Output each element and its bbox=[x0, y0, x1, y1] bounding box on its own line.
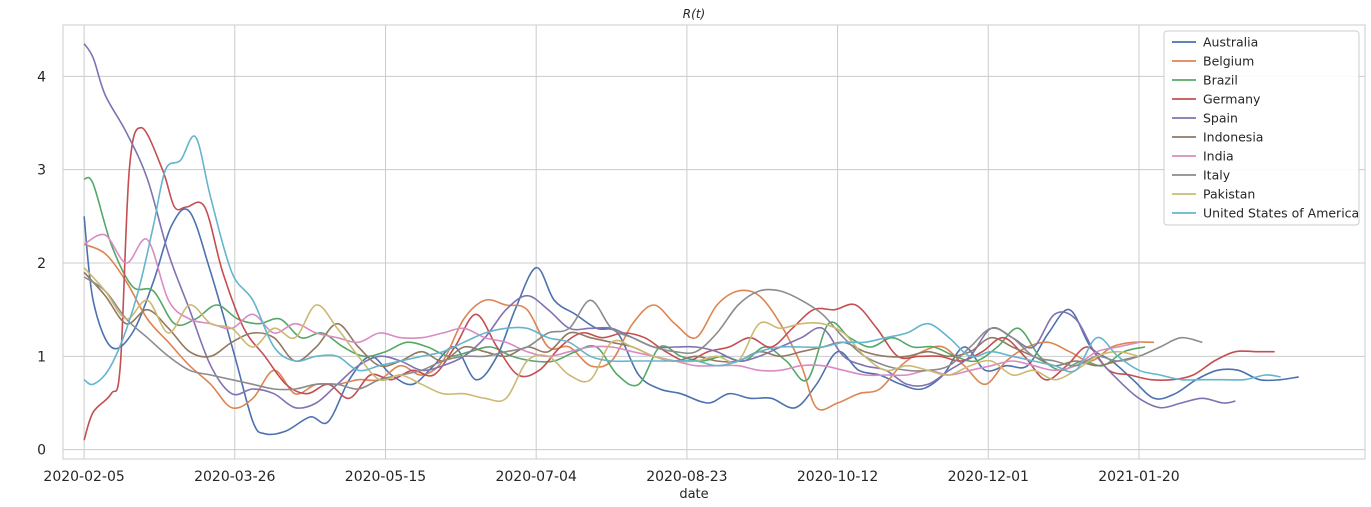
series-lines bbox=[83, 43, 1299, 441]
y-tick-label: 3 bbox=[37, 163, 46, 179]
tick-labels: 2020-02-05 2020-03-26 2020-05-15 2020-07-04… bbox=[37, 69, 1180, 485]
legend: Australia Belgium Brazil Germany Spain Indone… bbox=[1163, 30, 1360, 226]
legend-entry: Belgium bbox=[1203, 54, 1254, 69]
x-tick-label: 2020-07-04 bbox=[495, 469, 576, 485]
chart-title: R(t) bbox=[683, 7, 705, 21]
x-axis-label: date bbox=[679, 487, 708, 502]
x-tick-label: 2021-01-20 bbox=[1098, 469, 1179, 485]
x-tick-label: 2020-05-15 bbox=[345, 469, 426, 485]
series-line-india bbox=[83, 233, 1140, 377]
y-tick-label: 1 bbox=[37, 349, 46, 365]
legend-entry: Italy bbox=[1203, 168, 1231, 183]
legend-entry: Brazil bbox=[1203, 73, 1238, 88]
legend-entry: United States of America bbox=[1203, 206, 1359, 221]
x-tick-label: 2020-12-01 bbox=[948, 469, 1029, 485]
x-tick-label: 2020-02-05 bbox=[43, 469, 124, 485]
series-line-belgium bbox=[83, 243, 1155, 411]
x-tick-label: 2020-10-12 bbox=[797, 469, 878, 485]
y-tick-label: 0 bbox=[37, 443, 46, 459]
legend-entry: Spain bbox=[1203, 111, 1238, 126]
series-line-united-states-of-america bbox=[83, 135, 1281, 386]
y-tick-label: 2 bbox=[37, 256, 46, 272]
series-line-germany bbox=[83, 126, 1275, 441]
x-tick-label: 2020-08-23 bbox=[646, 469, 727, 485]
plot-area bbox=[62, 24, 1366, 460]
y-tick-label: 4 bbox=[37, 69, 46, 85]
series-line-pakistan bbox=[83, 267, 1140, 403]
legend-entry: Australia bbox=[1203, 35, 1258, 50]
legend-entry: Pakistan bbox=[1203, 187, 1255, 202]
legend-entry: Indonesia bbox=[1203, 130, 1263, 145]
x-tick-label: 2020-03-26 bbox=[194, 469, 275, 485]
series-line-italy bbox=[83, 276, 1203, 391]
legend-entry: India bbox=[1203, 149, 1234, 164]
legend-box bbox=[1163, 30, 1360, 226]
legend-entry: Germany bbox=[1203, 92, 1261, 107]
